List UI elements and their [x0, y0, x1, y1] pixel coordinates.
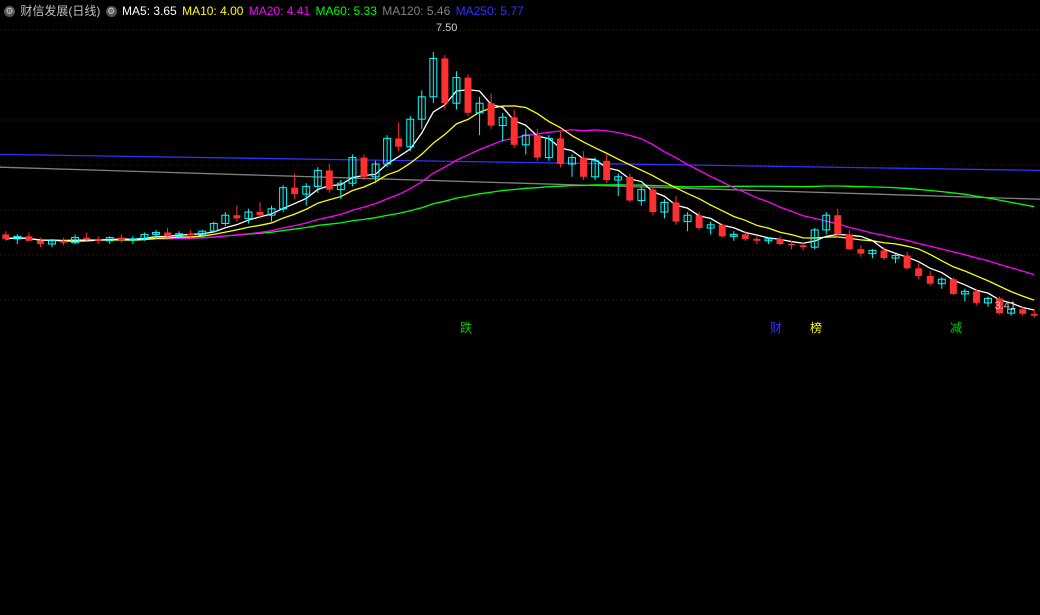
ma-label: MA5: 3.65	[122, 4, 177, 18]
low-price-label: 3.41	[995, 300, 1016, 312]
candlestick-chart	[0, 0, 1040, 340]
ma-label: MA120: 5.46	[379, 4, 450, 18]
stock-title: 财信发展(日线)	[20, 4, 100, 18]
tag-marker: 跌	[460, 319, 472, 336]
tag-marker: 榜	[810, 319, 822, 336]
ma-label: MA10: 4.00	[179, 4, 244, 18]
ma-label: MA20: 4.41	[245, 4, 310, 18]
gear-icon[interactable]: ⚙	[106, 6, 117, 17]
gear-icon[interactable]: ⚙	[4, 6, 15, 17]
main-header: ⚙ 财信发展(日线) ⚙ MA5: 3.65 MA10: 4.00 MA20: …	[4, 2, 528, 19]
ma-label: MA60: 5.33	[312, 4, 377, 18]
tag-marker: 减	[950, 319, 962, 336]
tag-marker: 财	[770, 319, 782, 336]
main-chart-panel[interactable]: ⚙ 财信发展(日线) ⚙ MA5: 3.65 MA10: 4.00 MA20: …	[0, 0, 1040, 340]
ma-label: MA250: 5.77	[452, 4, 523, 18]
high-price-label: 7.50	[436, 22, 457, 34]
